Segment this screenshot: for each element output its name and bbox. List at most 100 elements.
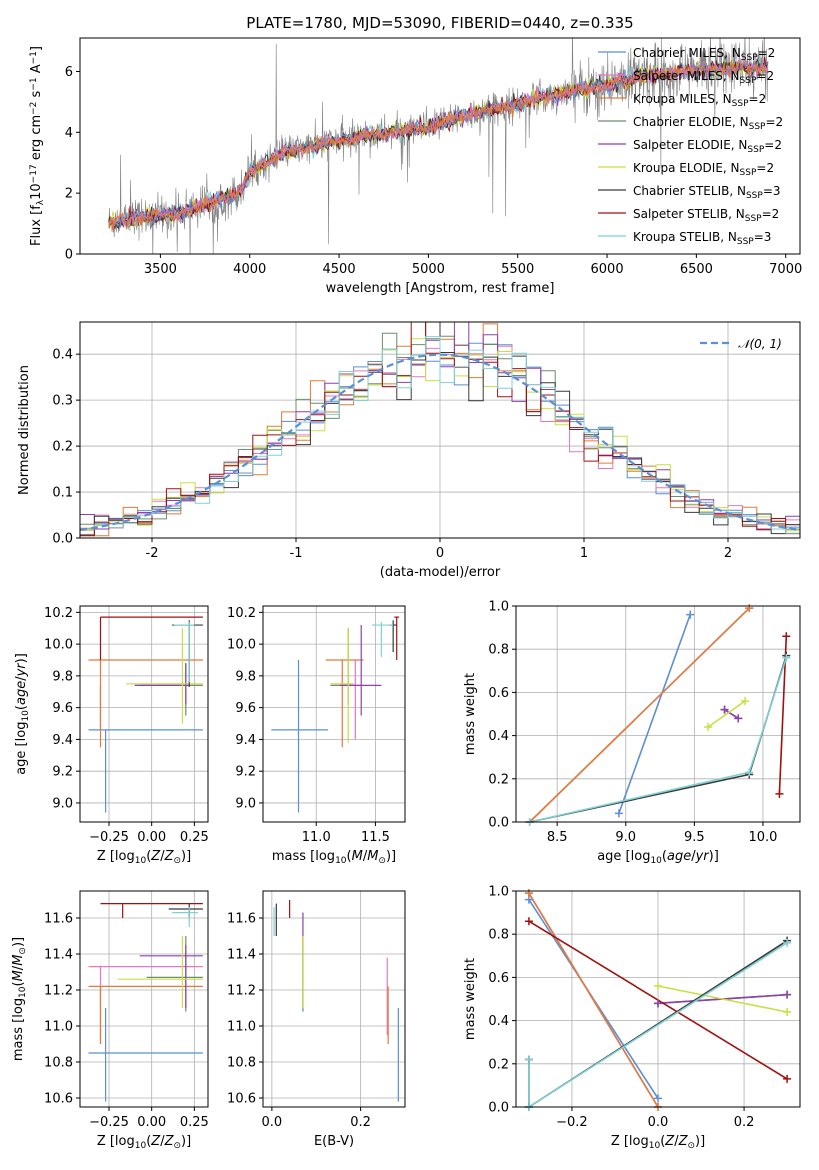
label-part: SSP bbox=[740, 76, 757, 86]
y-tick-label: 10.8 bbox=[44, 1056, 73, 1071]
x-tick-label: 0.00 bbox=[137, 830, 166, 845]
panel-age_vs_mass: 11.0 11.5 9.0 9.2 9.4 9.6 9.8 10.0 10.2 mass [log… bbox=[227, 605, 406, 866]
x-axis-label: Z [log10(Z/Z⊙)] bbox=[97, 849, 191, 866]
label-part: M bbox=[367, 849, 378, 864]
y-tick-label: 0 bbox=[65, 248, 73, 263]
y-tick-label: 9.6 bbox=[235, 701, 256, 716]
plot-area bbox=[80, 322, 800, 537]
y-tick-label: 0.0 bbox=[488, 1101, 509, 1116]
x-tick-label: 6500 bbox=[680, 262, 713, 277]
label-part: / bbox=[674, 1134, 679, 1149]
label-part: ] bbox=[29, 46, 44, 51]
label-part: )] bbox=[14, 653, 29, 663]
label-part: age bbox=[667, 849, 691, 864]
label-part: mass [log bbox=[272, 849, 335, 864]
label-part: ( bbox=[347, 849, 352, 864]
weight-marker-chabrier-miles bbox=[686, 610, 695, 619]
y-tick-label: 10.2 bbox=[44, 606, 73, 621]
y-tick-label: 11.4 bbox=[227, 948, 256, 963]
panel-age_vs_Z: −0.25 0.00 0.25 9.0 9.2 9.4 9.6 9.8 10.0 10.2 Z [l… bbox=[14, 605, 209, 866]
x-tick-label: −0.2 bbox=[556, 1115, 588, 1130]
y-tick-label: 11.0 bbox=[44, 1020, 73, 1035]
y-tick-label: 9.4 bbox=[52, 733, 73, 748]
label-part: Flux [f bbox=[29, 205, 44, 246]
y-tick-label: 10.0 bbox=[44, 638, 73, 653]
axes-frame bbox=[79, 605, 209, 823]
label-part: =2 bbox=[749, 92, 767, 106]
x-axis-label: age [log10(age/yr)] bbox=[597, 849, 719, 866]
label-part: =2 bbox=[764, 138, 782, 152]
label-part: Z [log bbox=[611, 1134, 649, 1149]
label-part: SSP bbox=[732, 99, 749, 109]
x-tick-label: 6000 bbox=[591, 262, 624, 277]
label-part: age [log bbox=[14, 722, 29, 775]
label-part: M bbox=[11, 970, 26, 981]
x-axis-label: (data-model)/error bbox=[380, 565, 501, 580]
plot-area bbox=[273, 900, 399, 1102]
x-axis-label: wavelength [Angstrom, rest frame] bbox=[326, 281, 555, 296]
label-part: 10 bbox=[335, 856, 347, 866]
label-part: )] bbox=[709, 849, 719, 864]
x-tick-label: −0.25 bbox=[89, 1115, 129, 1130]
x-tick-label: 0.25 bbox=[180, 1115, 209, 1130]
label-part: Salpeter STELIB, N bbox=[633, 207, 745, 221]
y-tick-label: 11.6 bbox=[227, 912, 256, 927]
label-part: ⊙ bbox=[173, 856, 181, 866]
y-tick-label: 6 bbox=[65, 65, 73, 80]
y-tick-label: 0.8 bbox=[488, 643, 509, 658]
label-part: age [log bbox=[597, 849, 650, 864]
y-axis-label: mass weight bbox=[463, 673, 478, 755]
label-part: Chabrier ELODIE, N bbox=[633, 115, 749, 129]
y-tick-label: 11.0 bbox=[227, 1020, 256, 1035]
x-tick-label: -2 bbox=[146, 546, 159, 561]
legend-label-chabrier-stelib: Chabrier STELIB, NSSP=3 bbox=[633, 184, 781, 201]
label-part: Salpeter MILES, N bbox=[633, 69, 740, 83]
y-axis-label: mass [log10(M/M⊙)] bbox=[11, 937, 28, 1061]
label-part: yr bbox=[695, 849, 711, 864]
y-axis-label: age [log10(age/yr)] bbox=[14, 653, 31, 775]
axes-frame bbox=[79, 321, 801, 539]
label-part: ⊙ bbox=[173, 1141, 181, 1151]
label-part: Kroupa MILES, N bbox=[633, 92, 732, 106]
y-tick-label: 4 bbox=[65, 126, 73, 141]
panel-residuals: -2 -1 0 1 2 0.0 0.1 0.2 0.3 0.4 (data-model)/error… bbox=[17, 321, 801, 580]
x-tick-label: 3500 bbox=[144, 262, 177, 277]
label-part: Chabrier MILES, N bbox=[633, 46, 741, 60]
y-tick-label: 10.8 bbox=[227, 1056, 256, 1071]
plot-area bbox=[528, 892, 788, 1107]
panel-mass_vs_Z: −0.25 0.00 0.25 10.6 10.8 11.0 11.2 11.4 11.6 Z [… bbox=[11, 890, 209, 1151]
x-tick-label: 0.2 bbox=[350, 1115, 371, 1130]
panel-spectrum: 3500 4000 4500 5000 5500 6000 6500 7000 0 2 4 6 wave… bbox=[29, 37, 802, 296]
label-part: )] bbox=[181, 1134, 191, 1149]
axes-frame bbox=[515, 605, 801, 823]
y-axis-label: Flux [fλ10−17 erg cm−2 s−1 A−1] bbox=[29, 46, 46, 246]
x-tick-label: 0.0 bbox=[648, 1115, 669, 1130]
legend-label-salpeter-elodie: Salpeter ELODIE, NSSP=2 bbox=[633, 138, 782, 155]
x-tick-label: 10.0 bbox=[748, 830, 777, 845]
y-tick-label: 0.4 bbox=[52, 348, 73, 363]
label-part: M bbox=[352, 849, 363, 864]
legend-label-salpeter-miles: Salpeter MILES, NSSP=2 bbox=[633, 69, 774, 86]
label-part: M bbox=[11, 955, 26, 966]
label-part: / bbox=[160, 1134, 165, 1149]
label-part: =3 bbox=[763, 184, 781, 198]
x-axis-label: mass [log10(M/M⊙)] bbox=[272, 849, 396, 866]
label-part: )] bbox=[386, 849, 396, 864]
y-tick-label: 2 bbox=[65, 187, 73, 202]
x-tick-label: 0.25 bbox=[180, 830, 209, 845]
label-part: (data-model)/error bbox=[380, 565, 501, 580]
label-part: Chabrier STELIB, N bbox=[633, 184, 746, 198]
weight-marker-kroupa-elodie bbox=[704, 722, 713, 731]
label-part: =2 bbox=[758, 46, 776, 60]
x-tick-label: -1 bbox=[290, 546, 303, 561]
y-tick-label: 9.0 bbox=[52, 796, 73, 811]
axes-frame bbox=[515, 890, 801, 1108]
weight-marker-kroupa-stelib bbox=[524, 1055, 533, 1064]
weight-marker-kroupa-miles bbox=[745, 604, 754, 613]
weight-line-kroupa-elodie bbox=[707, 700, 746, 728]
plot-area bbox=[88, 902, 203, 1102]
weight-marker-salpeter-elodie bbox=[720, 705, 729, 714]
x-tick-label: 4000 bbox=[233, 262, 266, 277]
label-part: / bbox=[14, 676, 29, 681]
legend-label-normal: 𝒩(0, 1) bbox=[738, 337, 782, 351]
